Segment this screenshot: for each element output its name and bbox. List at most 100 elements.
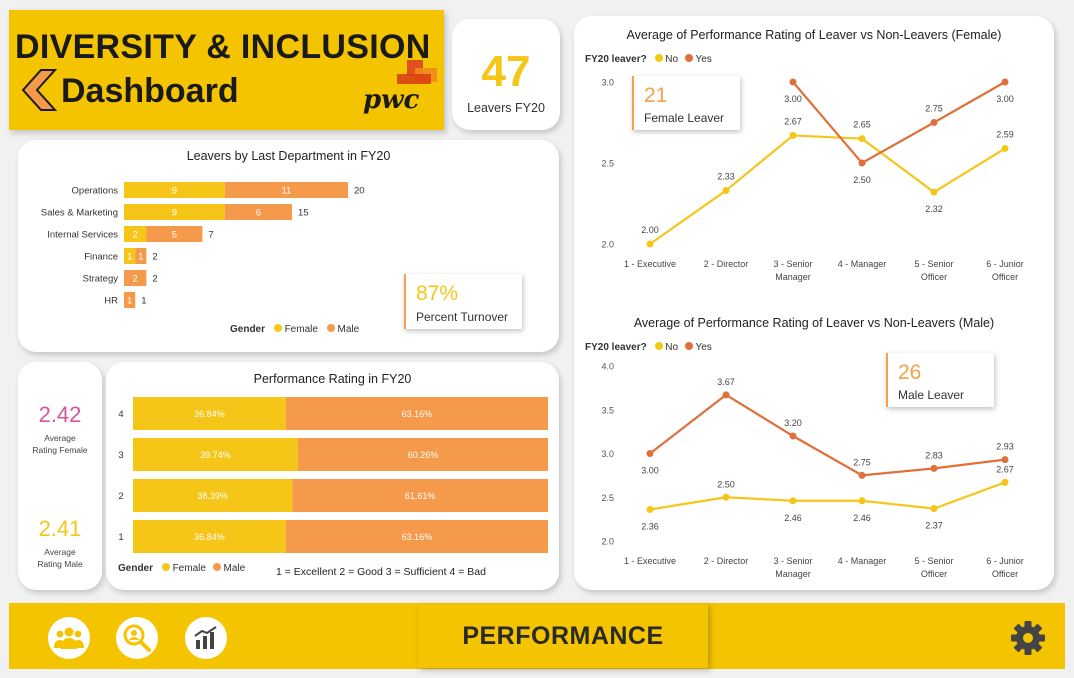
legend-label-male: Male xyxy=(337,324,360,335)
pwc-logo: pwc xyxy=(363,60,443,124)
leavers-kpi-card: 47 Leavers FY20 xyxy=(452,19,560,130)
female-x-tick-label: 4 - Manager xyxy=(838,259,887,269)
performance-bar-male xyxy=(285,520,548,553)
female-data-label: 3.00 xyxy=(996,94,1014,104)
female-data-label: 2.00 xyxy=(641,225,659,235)
male-series-line-no xyxy=(649,481,1006,511)
leavers-kpi-label: Leavers FY20 xyxy=(467,101,545,115)
perf-legend-dot-female xyxy=(161,563,170,571)
perf-legend-label-male: Male xyxy=(223,563,246,574)
performance-bar-male xyxy=(292,479,548,512)
department-category-label: Finance xyxy=(84,252,118,263)
department-total-label: 2 xyxy=(152,274,157,285)
female-y-tick-label: 3.0 xyxy=(601,78,614,88)
male-data-label: 3.67 xyxy=(717,377,735,387)
male-legend-label-no: No xyxy=(665,342,679,353)
female-legend-dot-no xyxy=(654,54,663,62)
male-x-tick-label: Manager xyxy=(775,569,811,579)
male-x-tick-label: 3 - Senior xyxy=(773,556,812,566)
female-point-yes xyxy=(858,159,866,167)
female-point-no xyxy=(789,131,797,139)
department-bar-label: 1 xyxy=(127,296,132,307)
female-line-legend: FY20 leaver? No Yes xyxy=(585,54,712,65)
department-total-label: 1 xyxy=(141,296,146,307)
turnover-value: 87% xyxy=(416,282,459,305)
male-data-label: 2.67 xyxy=(996,464,1014,474)
male-legend-title: FY20 leaver? xyxy=(585,342,647,353)
performance-category-label: 4 xyxy=(118,409,123,420)
avg-rating-female-label1: Average xyxy=(44,433,76,443)
people-icon[interactable] xyxy=(48,617,90,659)
perf-legend-label-female: Female xyxy=(172,563,206,574)
male-y-tick-label: 2.5 xyxy=(601,493,614,503)
leaver-line-charts: 2.0 2.5 3.0 1 - Executive 2 - Director 3 - Se… xyxy=(601,78,1024,580)
avg-rating-female-label2: Rating Female xyxy=(32,445,88,455)
performance-bar-female xyxy=(133,479,293,512)
male-point-no xyxy=(930,505,938,513)
dashboard-subtitle: Dashboard xyxy=(61,72,239,110)
department-category-label: Sales & Marketing xyxy=(41,208,118,219)
male-legend-dot-no xyxy=(654,342,663,350)
performance-bar-female xyxy=(133,438,298,471)
male-y-tick-label: 3.5 xyxy=(601,405,614,415)
male-data-label: 2.36 xyxy=(641,522,659,532)
female-line-chart-title: Average of Performance Rating of Leaver … xyxy=(626,28,1002,42)
female-x-tick-label: 2 - Director xyxy=(704,259,749,269)
legend-label-female: Female xyxy=(284,324,318,335)
female-x-tick-label: Officer xyxy=(992,272,1018,282)
chart-icon[interactable] xyxy=(185,617,227,659)
male-point-no xyxy=(722,493,730,501)
male-point-yes xyxy=(722,391,730,399)
female-legend-title: FY20 leaver? xyxy=(585,54,647,65)
male-data-label: 2.46 xyxy=(853,513,871,523)
performance-bar-male xyxy=(297,438,548,471)
back-chevron-icon[interactable] xyxy=(21,68,58,116)
tab-performance[interactable]: PERFORMANCE xyxy=(418,604,708,668)
performance-bar-label: 36.84% xyxy=(194,532,225,542)
male-data-label: 2.37 xyxy=(925,521,943,531)
male-x-tick-label: 1 - Executive xyxy=(624,556,676,566)
female-data-label: 2.67 xyxy=(784,116,802,126)
male-data-label: 2.83 xyxy=(925,450,943,460)
female-data-label: 2.75 xyxy=(925,104,943,114)
female-x-tick-label: 5 - Senior xyxy=(914,259,953,269)
leaver-rating-card: Average of Performance Rating of Leaver … xyxy=(574,16,1054,590)
female-data-label: 3.00 xyxy=(784,94,802,104)
department-bar-label: 2 xyxy=(133,274,138,285)
male-legend-label-yes: Yes xyxy=(695,342,712,353)
department-total-label: 20 xyxy=(354,186,365,197)
male-point-yes xyxy=(646,450,654,457)
female-x-tick-label: 3 - Senior xyxy=(773,259,812,269)
rating-key: 1 = Excellent 2 = Good 3 = Sufficient 4 … xyxy=(276,566,486,578)
turnover-callout: 87% Percent Turnover xyxy=(404,274,522,329)
female-data-label: 2.50 xyxy=(853,175,871,185)
dashboard-title: DIVERSITY & INCLUSION xyxy=(15,28,431,66)
performance-bar-label: 36.84% xyxy=(194,409,225,419)
department-bar-label: 9 xyxy=(172,186,177,197)
gear-icon[interactable] xyxy=(1009,619,1047,657)
male-y-tick-label: 3.0 xyxy=(601,449,614,459)
department-bar-male xyxy=(124,292,136,308)
female-leaver-label: Female Leaver xyxy=(644,111,725,125)
female-x-tick-label: 6 - Junior xyxy=(986,259,1024,269)
department-bar-female xyxy=(124,204,225,220)
performance-bar-label: 61.61% xyxy=(405,491,436,501)
female-series-line-no xyxy=(649,134,1006,245)
department-bar-label: 11 xyxy=(281,186,291,197)
female-point-yes xyxy=(789,78,797,86)
average-rating-card: 2.42 Average Rating Female 2.41 Average … xyxy=(18,362,102,590)
female-legend-label-no: No xyxy=(665,54,679,65)
avg-rating-male-value: 2.41 xyxy=(38,516,82,541)
female-x-tick-label: 1 - Executive xyxy=(624,259,676,269)
performance-bar-chart: 4 36.84% 63.16% 3 39.74% 60.26% 2 38.39% 61.61% 1… xyxy=(118,397,548,553)
female-point-no xyxy=(722,187,730,195)
department-category-label: Strategy xyxy=(83,274,119,285)
male-point-yes xyxy=(930,464,938,472)
department-bar-label: 1 xyxy=(138,252,143,263)
male-x-tick-label: 5 - Senior xyxy=(914,556,953,566)
male-data-label: 3.20 xyxy=(784,418,802,428)
search-person-icon[interactable] xyxy=(116,617,158,659)
performance-bar-female xyxy=(133,520,286,553)
leavers-by-department-card: Leavers by Last Department in FY20 Opera… xyxy=(18,140,559,352)
